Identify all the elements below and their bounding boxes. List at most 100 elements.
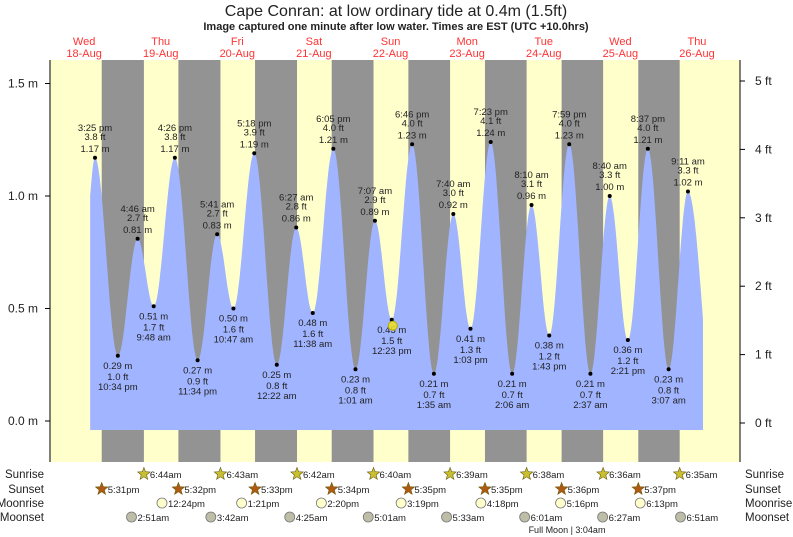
tide-high-ft-label: 3.8 ft — [84, 132, 105, 143]
sunset-icon — [94, 481, 109, 495]
tide-low-m-label: 0.29 m — [103, 361, 132, 372]
tide-low-point — [115, 353, 120, 358]
day-label-dow: Sat — [306, 36, 323, 48]
tide-high-m-label: 1.00 m — [595, 182, 624, 193]
tide-high-point — [488, 140, 493, 144]
sunrise-time: 6:39am — [456, 470, 488, 481]
y-tick-label-ft: 3 ft — [755, 211, 772, 225]
tide-high-ft-label: 3.8 ft — [164, 132, 185, 143]
day-label-date: 23-Aug — [449, 48, 484, 60]
sunset-icon — [401, 481, 416, 495]
tide-high-time-label: 8:40 am — [593, 161, 627, 172]
sunrise-icon — [519, 466, 534, 480]
tide-high-point — [645, 146, 650, 151]
full-moon-note: Full Moon | 3:04am — [529, 525, 606, 535]
tide-high-point — [93, 155, 98, 160]
sunset-icon — [478, 481, 492, 495]
moonset-time: 5:01am — [374, 513, 406, 524]
moonset-time: 6:51am — [687, 513, 719, 524]
moonrise-time: 3:19pm — [407, 499, 439, 510]
day-label-date: 21-Aug — [296, 48, 331, 60]
sunset-row-label-left: Sunset — [8, 484, 45, 496]
moonset-time: 5:33am — [453, 513, 485, 524]
tide-low-m-label: 0.23 m — [341, 374, 370, 385]
moonrise-icon — [315, 497, 327, 509]
tide-high-point — [331, 146, 336, 151]
tide-high-point — [607, 194, 612, 198]
tide-high-ft-label: 3.3 ft — [677, 166, 698, 177]
moonset-row-label-right: Moonset — [745, 512, 790, 524]
tide-high-m-label: 0.81 m — [123, 225, 152, 236]
sunrise-time: 6:44am — [150, 470, 182, 481]
tide-high-point — [372, 218, 377, 223]
tide-low-point — [231, 306, 236, 311]
tide-low-m-label: 0.25 m — [262, 370, 291, 381]
tide-low-m-label: 0.38 m — [535, 341, 564, 352]
sunset-icon — [171, 481, 186, 495]
sunrise-time: 6:42am — [303, 470, 335, 481]
moonrise-row-label-left: Moonrise — [0, 498, 44, 510]
moonrise-icon — [555, 497, 566, 509]
tide-low-ft-label: 0.7 ft — [423, 390, 444, 401]
moonset-time: 2:51am — [138, 513, 170, 524]
tide-high-m-label: 1.21 m — [633, 135, 662, 146]
day-label-dow: Thu — [151, 36, 170, 48]
tide-high-ft-label: 4.0 ft — [559, 118, 580, 129]
tide-high-ft-label: 3.0 ft — [443, 188, 464, 199]
moonset-icon — [205, 511, 217, 523]
tide-low-ft-label: 1.6 ft — [223, 325, 244, 336]
sunrise-time: 6:36am — [609, 470, 641, 481]
tide-low-point — [625, 338, 630, 342]
tide-low-m-label: 0.48 m — [298, 318, 327, 329]
tide-low-point — [666, 367, 671, 372]
tide-low-ft-label: 1.3 ft — [460, 345, 481, 356]
y-tick-label-ft: 1 ft — [755, 348, 772, 362]
moonrise-icon — [236, 497, 248, 509]
tide-high-time-label: 5:18 pm — [237, 118, 271, 129]
tide-high-ft-label: 2.9 ft — [364, 195, 385, 206]
moonset-icon — [519, 511, 531, 523]
day-label-date: 20-Aug — [220, 48, 255, 60]
current-position-marker — [387, 320, 398, 331]
tide-high-ft-label: 2.7 ft — [127, 213, 148, 224]
y-tick-label-m: 0.0 m — [8, 414, 38, 428]
day-label-dow: Fri — [231, 36, 244, 48]
day-label-date: 26-Aug — [679, 48, 714, 60]
tide-low-ft-label: 0.8 ft — [266, 381, 287, 392]
sunset-icon — [248, 481, 262, 495]
tide-low-time-label: 2:06 am — [495, 400, 529, 411]
moonrise-time: 12:24pm — [168, 499, 205, 510]
sunrise-icon — [443, 466, 457, 480]
tide-low-time-label: 12:23 pm — [372, 346, 412, 357]
y-tick-label-m: 0.5 m — [8, 302, 38, 316]
sunset-time: 5:35pm — [491, 485, 523, 496]
day-label-date: 25-Aug — [603, 48, 638, 60]
sunrise-icon — [672, 466, 687, 480]
tide-high-time-label: 6:05 pm — [316, 114, 350, 125]
tide-low-ft-label: 1.0 ft — [107, 372, 128, 383]
moonrise-time: 4:18pm — [487, 499, 519, 510]
tide-high-point — [567, 142, 572, 147]
sunset-icon — [631, 481, 646, 495]
moonset-time: 4:25am — [296, 513, 328, 524]
tide-high-ft-label: 4.0 ft — [402, 118, 423, 129]
sunrise-icon — [213, 466, 228, 480]
sunrise-icon — [136, 466, 151, 480]
sunrise-time: 6:43am — [226, 470, 258, 481]
tide-high-time-label: 7:59 pm — [552, 109, 586, 120]
tide-high-ft-label: 4.0 ft — [323, 123, 344, 134]
tide-high-m-label: 1.24 m — [476, 128, 505, 139]
tide-low-time-label: 1:03 pm — [453, 355, 487, 366]
tide-high-ft-label: 2.7 ft — [207, 208, 228, 219]
y-tick-label-ft: 5 ft — [755, 74, 772, 88]
tide-low-time-label: 2:37 am — [573, 400, 607, 411]
tide-high-point — [172, 155, 177, 160]
moonrise-icon — [156, 497, 168, 509]
tide-low-m-label: 0.27 m — [183, 365, 212, 376]
tide-high-time-label: 4:26 pm — [158, 123, 192, 134]
chart-title: Cape Conran: at low ordinary tide at 0.4… — [225, 3, 567, 20]
tide-high-time-label: 6:27 am — [279, 193, 313, 204]
tide-high-m-label: 0.96 m — [517, 191, 546, 202]
moonrise-time: 6:13pm — [646, 499, 678, 510]
tide-high-point — [410, 142, 415, 147]
